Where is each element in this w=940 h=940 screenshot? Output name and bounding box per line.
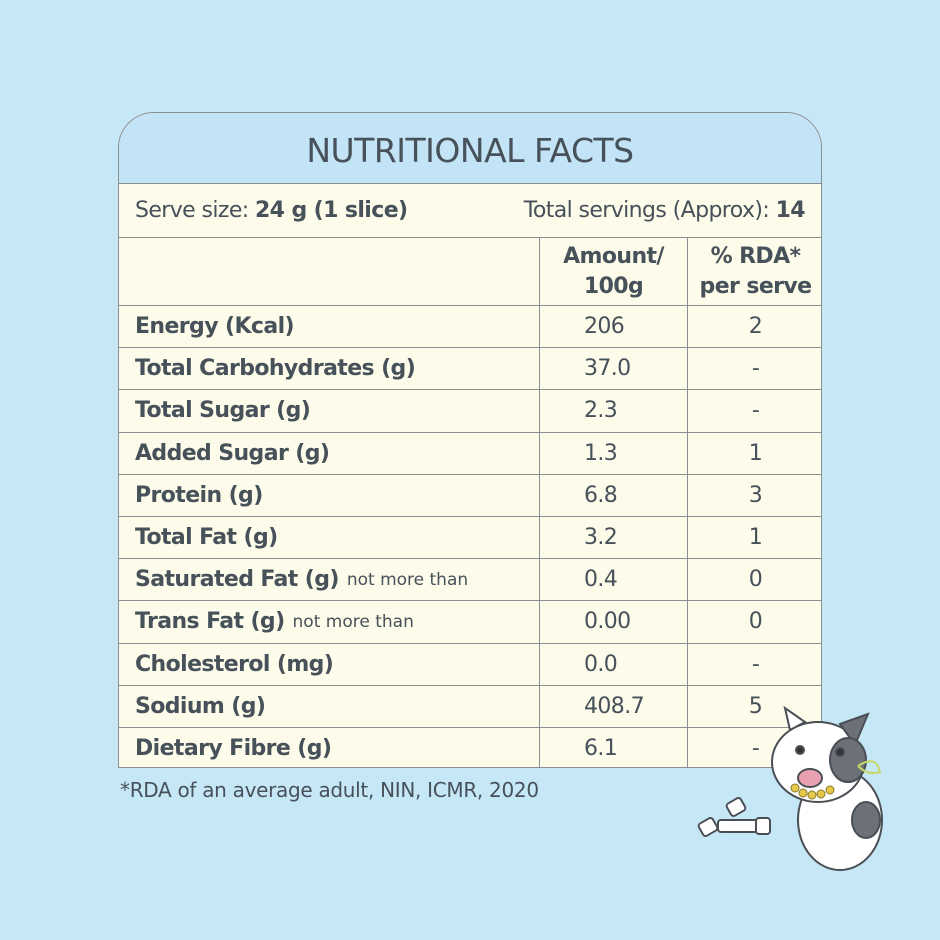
nutrient-name: Added Sugar (g) [135, 440, 330, 466]
table-row: Sodium (g) 408.7 5 [119, 684, 821, 727]
nutrient-name: Cholesterol (mg) [135, 651, 334, 677]
amount-cell: 0.4 [539, 559, 687, 601]
nutrient-cell: Cholesterol (mg) [135, 644, 535, 685]
header-text: 100g [583, 273, 644, 299]
nutrient-cell: Saturated Fat (g) not more than [135, 559, 535, 600]
header-text: % RDA* [710, 243, 801, 269]
amount-cell: 2.3 [539, 390, 687, 432]
header-cell: Amount/100g [539, 238, 687, 305]
nutrient-note: not more than [346, 569, 469, 590]
nutrient-cell: Added Sugar (g) [135, 433, 535, 474]
amount-cell: 37.0 [539, 348, 687, 390]
amount-cell: 0.0 [539, 643, 687, 685]
nutrient-cell: Total Carbohydrates (g) [135, 348, 535, 389]
dog-illustration [697, 705, 883, 871]
nutrient-name: Energy (Kcal) [135, 314, 295, 340]
nutrient-cell: Total Sugar (g) [135, 390, 535, 431]
rda-cell: 2 [687, 306, 821, 348]
nutrition-card: NUTRITIONAL FACTS Serve size: 24 g (1 sl… [118, 112, 822, 768]
nutrient-cell: Energy (Kcal) [135, 306, 535, 347]
table-row: Trans Fat (g) not more than 0.00 0 [119, 600, 821, 643]
label: Serve size: [135, 198, 249, 223]
rda-cell: - [687, 390, 821, 432]
nutrient-name: Trans Fat (g) [135, 609, 285, 635]
rda-cell: - [687, 728, 821, 767]
amount-cell: 6.1 [539, 728, 687, 767]
nutrient-note: not more than [292, 611, 414, 632]
header-cell: % RDA* per serve [687, 238, 821, 305]
rda-cell: - [687, 348, 821, 390]
nutrient-cell: Dietary Fibre (g) [135, 728, 535, 767]
nutrient-name: Protein (g) [135, 482, 263, 508]
header-text: Amount/ [563, 243, 664, 269]
table-row: Dietary Fibre (g) 6.1- [119, 727, 821, 767]
table-row: Protein (g) 6.8 3 [119, 473, 821, 516]
rda-cell: 0 [687, 601, 821, 643]
nutrient-cell: Total Fat (g) [135, 517, 535, 558]
amount-cell: 0.00 [539, 601, 687, 643]
nutrient-name: Saturated Fat (g) [135, 567, 339, 593]
nutrient-name: Sodium (g) [135, 693, 266, 719]
table-row: Added Sugar (g) 1.3 1 [119, 431, 821, 474]
table-row: Total Carbohydrates (g) 37.0- [119, 347, 821, 390]
amount-cell: 6.8 [539, 474, 687, 516]
rda-cell: 1 [687, 432, 821, 474]
nutrient-name: Dietary Fibre (g) [135, 736, 332, 762]
table-row: Energy (Kcal) 206 2 [119, 305, 821, 348]
amount-cell: 408.7 [539, 685, 687, 727]
header-row: Amount/100g % RDA* per serve [119, 237, 821, 305]
nutrient-cell: Trans Fat (g) not more than [135, 601, 535, 642]
nutrient-name: Total Fat (g) [135, 525, 278, 551]
serve-size: Serve size: 24 g (1 slice) [135, 183, 408, 237]
total-servings: Total servings (Approx): 14 [523, 183, 806, 237]
amount-cell: 1.3 [539, 432, 687, 474]
footnote: *RDA of an average adult, NIN, ICMR, 202… [120, 778, 539, 802]
rda-cell: 0 [687, 559, 821, 601]
nutrient-name: Total Sugar (g) [135, 398, 311, 424]
header-text: per serve [699, 273, 813, 299]
nutrient-cell: Protein (g) [135, 475, 535, 516]
table-row: Total Sugar (g) 2.3- [119, 389, 821, 432]
rda-cell: 1 [687, 517, 821, 559]
rda-cell: - [687, 643, 821, 685]
amount-cell: 206 [539, 306, 687, 348]
rda-cell: 3 [687, 474, 821, 516]
value: 24 g (1 slice) [254, 198, 408, 223]
amount-cell: 3.2 [539, 517, 687, 559]
header-cell [135, 238, 535, 305]
title: NUTRITIONAL FACTS [119, 113, 821, 184]
table-row: Total Fat (g) 3.2 1 [119, 516, 821, 559]
table-row: Saturated Fat (g) not more than 0.4 0 [119, 558, 821, 601]
nutrient-cell: Sodium (g) [135, 686, 535, 727]
rda-cell: 5 [687, 685, 821, 727]
table-row: Cholesterol (mg) 0.0- [119, 642, 821, 685]
label: Total servings (Approx): [523, 198, 770, 223]
value: 14 [775, 198, 806, 223]
nutrient-name: Total Carbohydrates (g) [135, 356, 416, 382]
